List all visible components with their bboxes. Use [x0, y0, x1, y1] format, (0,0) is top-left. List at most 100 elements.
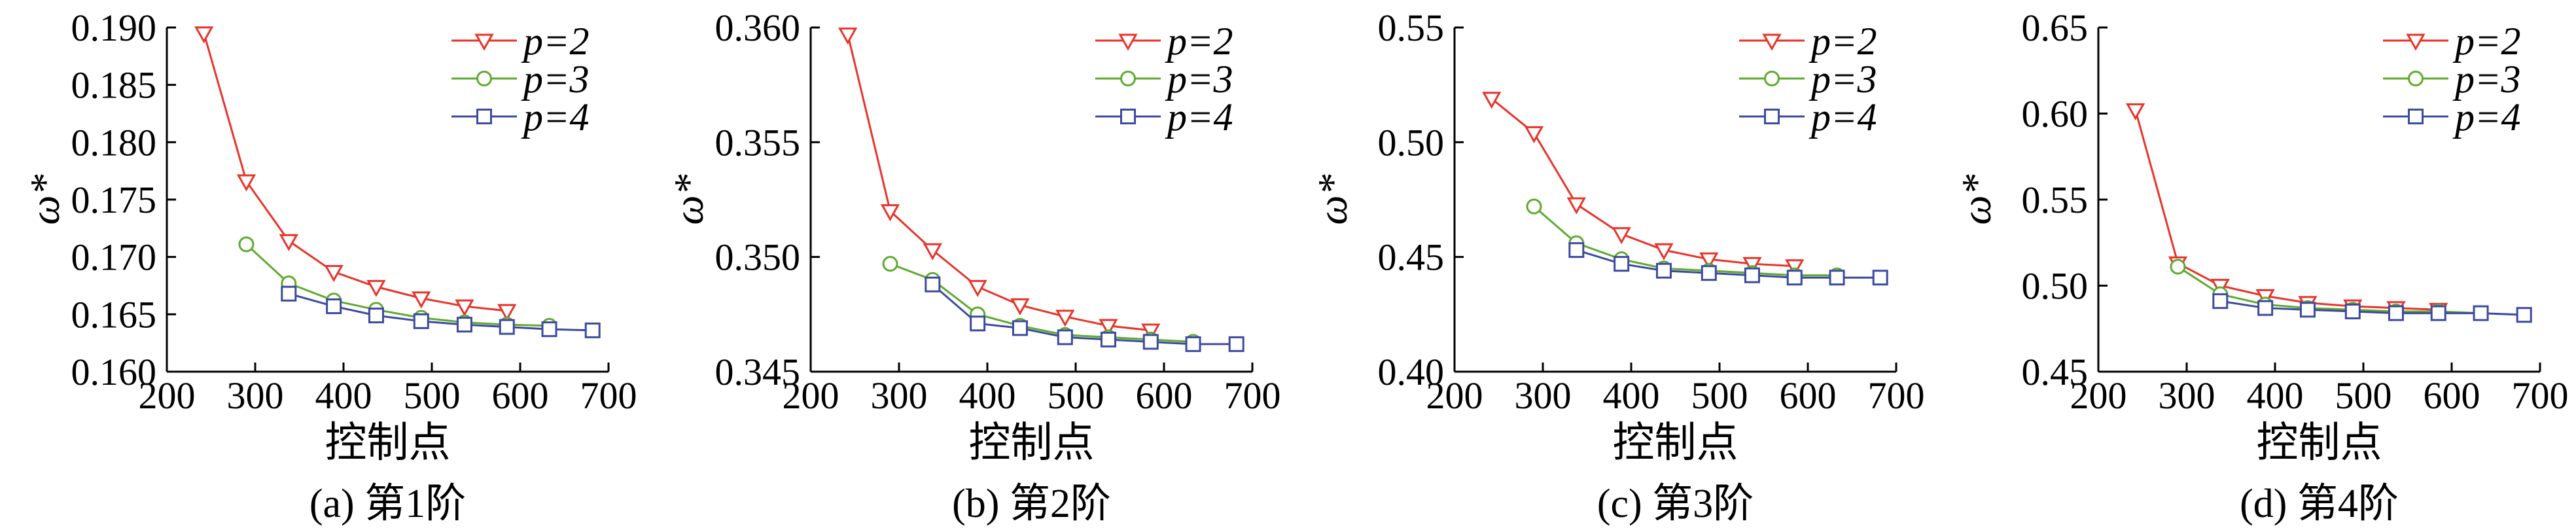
y-axis-title: ω*: [22, 174, 68, 224]
legend-label: p=2: [2452, 20, 2521, 63]
data-point: [1614, 256, 1630, 272]
data-point: [1655, 262, 1672, 279]
x-tick-label: 300: [227, 374, 284, 417]
data-point: [2257, 300, 2274, 316]
data-point: [1744, 267, 1760, 283]
data-point: [880, 204, 900, 222]
data-point: [1100, 331, 1116, 347]
legend: p=2p=3p=4: [1739, 20, 1877, 139]
legend-marker: [2406, 33, 2426, 51]
data-point: [366, 279, 386, 297]
x-tick-label: 300: [2159, 374, 2215, 417]
series-line: [1491, 98, 1795, 268]
data-point: [541, 321, 557, 338]
x-tick-label: 500: [1691, 374, 1748, 417]
x-tick-label: 200: [139, 374, 196, 417]
legend-marker: [474, 33, 494, 51]
x-tick-label: 400: [959, 374, 1016, 417]
data-point: [970, 315, 986, 332]
y-tick-label: 0.175: [71, 179, 157, 221]
data-point: [455, 299, 474, 317]
legend-label: p=2: [1165, 20, 1233, 63]
data-point: [882, 256, 898, 272]
series-p=4: [281, 285, 601, 338]
data-point: [2430, 305, 2446, 321]
panel-caption: (b) 第2阶: [952, 482, 1111, 526]
data-point: [2516, 307, 2532, 323]
data-point: [413, 313, 429, 329]
data-point: [2344, 303, 2361, 319]
x-axis-title: 控制点: [325, 419, 451, 466]
legend-label: p=4: [1165, 96, 1233, 139]
x-tick-label: 700: [580, 374, 637, 417]
series-line: [203, 33, 507, 312]
series-p=2: [2126, 103, 2448, 320]
y-tick-label: 0.50: [2022, 265, 2089, 308]
y-tick-label: 0.345: [715, 351, 801, 393]
legend-marker: [1120, 71, 1136, 86]
data-point: [2299, 302, 2316, 318]
legend-marker: [1118, 33, 1138, 51]
data-point: [968, 279, 987, 297]
panel-caption: (a) 第1阶: [309, 482, 466, 526]
data-point: [838, 27, 858, 45]
y-tick-label: 0.165: [71, 293, 157, 336]
legend-marker: [1762, 33, 1782, 51]
data-point: [923, 243, 942, 260]
series-p=4: [2212, 293, 2532, 323]
y-tick-label: 0.40: [1378, 351, 1445, 393]
data-point: [1099, 319, 1118, 336]
x-tick-label: 700: [1868, 374, 1925, 417]
legend: p=2p=3p=4: [451, 20, 590, 139]
data-point: [1701, 265, 1717, 281]
data-point: [236, 174, 256, 192]
x-axis-title: 控制点: [969, 419, 1095, 466]
data-point: [324, 265, 344, 283]
data-point: [2126, 103, 2145, 120]
data-point: [1526, 198, 1542, 215]
y-tick-label: 0.190: [71, 7, 157, 49]
series-p=4: [925, 276, 1244, 352]
series-p=2: [838, 27, 1161, 341]
y-tick-label: 0.160: [71, 351, 157, 393]
x-tick-label: 500: [404, 374, 461, 417]
x-tick-label: 200: [2070, 374, 2127, 417]
legend: p=2p=3p=4: [1095, 20, 1233, 139]
data-point: [497, 304, 517, 321]
data-point: [412, 291, 431, 309]
data-point: [1142, 334, 1159, 350]
legend-label: p=3: [1165, 58, 1233, 101]
data-point: [1012, 320, 1028, 336]
data-point: [1786, 270, 1803, 286]
y-axis-title: ω*: [1309, 174, 1356, 224]
legend-label: p=4: [1808, 96, 1877, 139]
x-tick-label: 400: [2247, 374, 2304, 417]
legend-marker: [1764, 71, 1780, 86]
data-point: [368, 308, 384, 324]
data-point: [1872, 270, 1888, 286]
x-tick-label: 200: [1426, 374, 1483, 417]
legend-marker: [1120, 109, 1136, 124]
y-tick-label: 0.360: [715, 7, 801, 49]
chart-panel-1: 0.160 0.165 0.170 0.175 0.180 0.185 0.190 200 30…: [22, 7, 637, 526]
y-tick-label: 0.50: [1378, 121, 1445, 164]
x-tick-label: 200: [783, 374, 839, 417]
x-tick-label: 600: [2424, 374, 2480, 417]
y-tick-label: 0.65: [2022, 7, 2089, 49]
legend-marker: [476, 71, 492, 86]
legend-marker: [1764, 109, 1780, 124]
data-point: [194, 26, 214, 44]
y-tick-label: 0.350: [715, 236, 801, 279]
legend-marker: [476, 109, 492, 124]
data-point: [1228, 336, 1244, 352]
data-point: [281, 285, 297, 302]
data-point: [1742, 257, 1762, 274]
data-point: [2388, 305, 2404, 321]
series-p=4: [1568, 242, 1888, 286]
data-point: [2212, 293, 2229, 310]
x-tick-label: 700: [1224, 374, 1281, 417]
data-point: [1057, 329, 1073, 346]
data-point: [326, 298, 342, 315]
chart-panel-3: 0.40 0.45 0.50 0.55 200 300 400 500 600 700 控制点 ω* (…: [1309, 7, 1925, 526]
